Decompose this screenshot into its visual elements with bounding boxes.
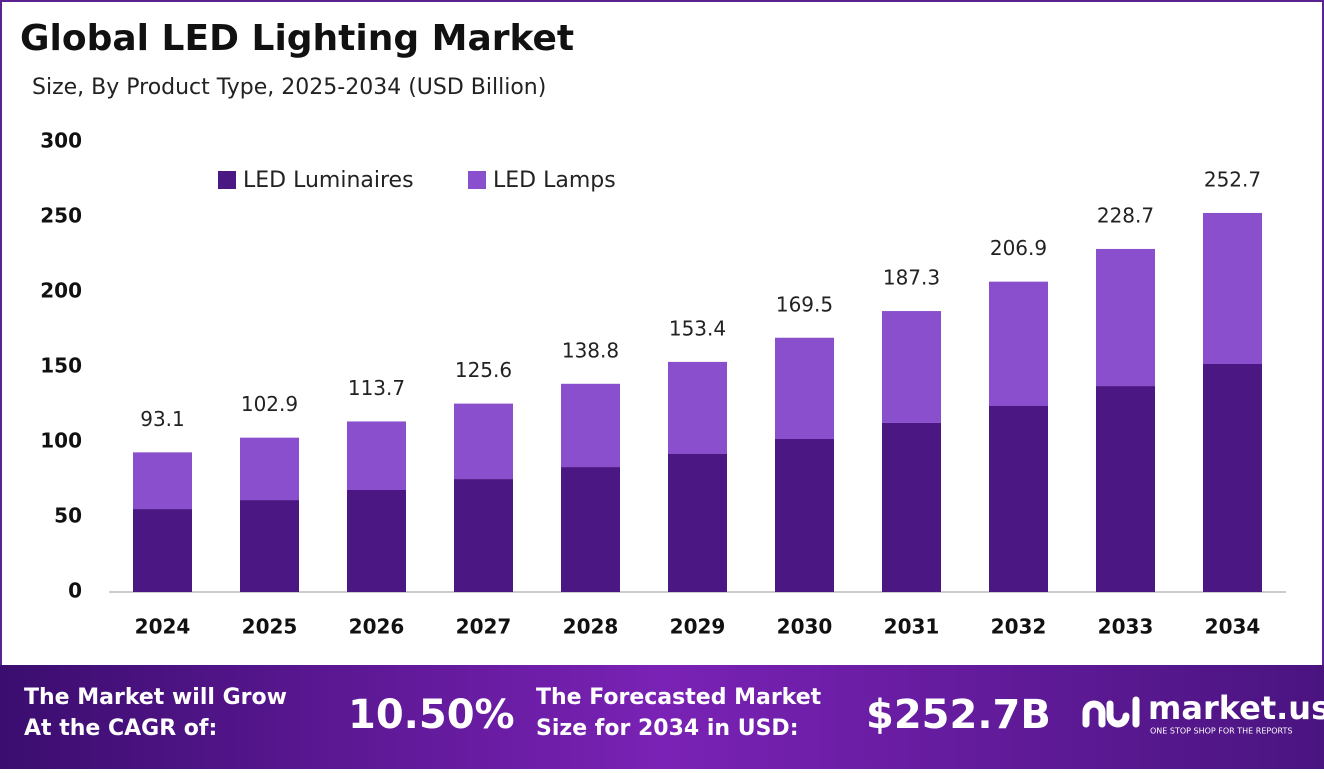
x-tick-label: 2033 [1098, 615, 1154, 639]
bar-segment [668, 361, 727, 454]
brand: market.us [1148, 689, 1324, 727]
y-tick-label: 0 [68, 579, 82, 603]
y-tick-label: 50 [54, 504, 82, 528]
x-tick-label: 2025 [242, 615, 298, 639]
total-label: 153.4 [669, 316, 726, 340]
bar-segment [989, 281, 1048, 406]
total-label: 228.7 [1097, 203, 1154, 227]
footer-value: 10.50% [348, 692, 515, 738]
x-tick-label: 2028 [563, 615, 619, 639]
y-tick-label: 250 [40, 204, 82, 228]
bar-segment [989, 406, 1048, 592]
bar-segment [133, 452, 192, 510]
legend-swatch [218, 171, 236, 189]
total-label: 125.6 [455, 358, 512, 382]
x-tick-label: 2029 [670, 615, 726, 639]
bar-segment [1096, 386, 1155, 592]
bar-segment [561, 383, 620, 468]
bar-segment [1203, 212, 1262, 364]
y-tick-label: 200 [40, 279, 82, 303]
bar-segment [240, 437, 299, 501]
chart-title: Global LED Lighting Market [20, 18, 574, 59]
x-tick-label: 2030 [777, 615, 833, 639]
bar-segment [882, 311, 941, 423]
logo-icon [1082, 696, 1140, 728]
bar-segment [347, 421, 406, 490]
footer-text: The Market will Grow [24, 685, 287, 710]
x-tick-label: 2031 [884, 615, 940, 639]
bar-segment [882, 422, 941, 592]
total-label: 93.1 [140, 407, 185, 431]
bar-segment [1203, 364, 1262, 592]
bar-segment [775, 439, 834, 592]
x-tick-label: 2024 [135, 615, 191, 639]
bar-segment [454, 479, 513, 592]
bar-segment [668, 454, 727, 592]
bar-segment [454, 403, 513, 480]
y-tick-label: 300 [40, 129, 82, 153]
x-tick-label: 2032 [991, 615, 1047, 639]
total-label: 102.9 [241, 392, 298, 416]
tagline: ONE STOP SHOP FOR THE REPORTS [1150, 727, 1292, 736]
footer-text: The Forecasted Market [536, 685, 822, 710]
total-label: 187.3 [883, 266, 940, 290]
footer-text: At the CAGR of: [24, 716, 217, 741]
total-label: 138.8 [562, 338, 619, 362]
legend-swatch [468, 171, 486, 189]
bar-segment [347, 490, 406, 592]
x-tick-label: 2026 [349, 615, 405, 639]
chart-subtitle: Size, By Product Type, 2025-2034 (USD Bi… [32, 75, 546, 100]
footer-text: Size for 2034 in USD: [536, 716, 799, 741]
footer-value: $252.7B [866, 692, 1051, 738]
total-label: 252.7 [1204, 167, 1261, 191]
bar-segment [1096, 248, 1155, 387]
x-tick-label: 2034 [1205, 615, 1261, 639]
legend-label: LED Luminaires [243, 168, 414, 193]
total-label: 206.9 [990, 236, 1047, 260]
bar-segment [775, 337, 834, 439]
total-label: 113.7 [348, 376, 405, 400]
x-tick-label: 2027 [456, 615, 512, 639]
legend-label: LED Lamps [493, 168, 616, 193]
bar-segment [240, 500, 299, 592]
bar-segment [561, 467, 620, 592]
total-label: 169.5 [776, 292, 833, 316]
bar-segment [133, 509, 192, 592]
y-tick-label: 150 [40, 354, 82, 378]
y-tick-label: 100 [40, 429, 82, 453]
